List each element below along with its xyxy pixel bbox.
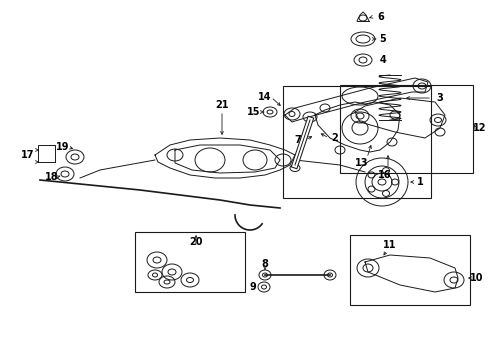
Text: 14: 14 bbox=[258, 92, 272, 102]
Bar bbox=[340, 85, 473, 173]
Text: 18: 18 bbox=[45, 172, 59, 182]
Text: 9: 9 bbox=[249, 282, 256, 292]
Text: 20: 20 bbox=[189, 237, 203, 247]
Text: 3: 3 bbox=[437, 93, 443, 103]
Text: 19: 19 bbox=[56, 142, 70, 152]
Text: 5: 5 bbox=[380, 34, 387, 44]
Text: 7: 7 bbox=[294, 135, 301, 145]
Bar bbox=[135, 232, 245, 292]
Text: 1: 1 bbox=[416, 177, 423, 187]
Bar bbox=[350, 235, 470, 305]
Text: 21: 21 bbox=[215, 100, 229, 110]
Bar bbox=[283, 86, 431, 198]
Text: 4: 4 bbox=[380, 55, 387, 65]
Text: 2: 2 bbox=[332, 133, 339, 143]
Text: 17: 17 bbox=[21, 150, 35, 160]
Text: 11: 11 bbox=[383, 240, 397, 250]
Text: 8: 8 bbox=[262, 259, 269, 269]
Text: 12: 12 bbox=[473, 123, 487, 133]
Text: 15: 15 bbox=[247, 107, 261, 117]
Text: 16: 16 bbox=[378, 170, 392, 180]
Text: 13: 13 bbox=[355, 158, 369, 168]
Text: 10: 10 bbox=[470, 273, 484, 283]
Text: 6: 6 bbox=[378, 12, 384, 22]
